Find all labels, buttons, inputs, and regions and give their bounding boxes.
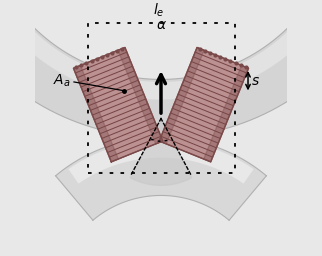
Text: $l_e$: $l_e$ [153,1,164,19]
Text: $\alpha$: $\alpha$ [156,18,166,32]
Polygon shape [68,140,254,184]
Polygon shape [73,48,163,162]
Polygon shape [0,0,322,137]
Polygon shape [73,66,118,162]
Polygon shape [130,120,192,185]
Polygon shape [56,137,266,220]
Polygon shape [159,48,249,162]
Polygon shape [0,0,322,100]
Polygon shape [204,66,249,162]
Text: $A_a$: $A_a$ [52,72,70,89]
Polygon shape [118,48,163,144]
Polygon shape [159,48,204,144]
Text: $s$: $s$ [251,74,260,88]
